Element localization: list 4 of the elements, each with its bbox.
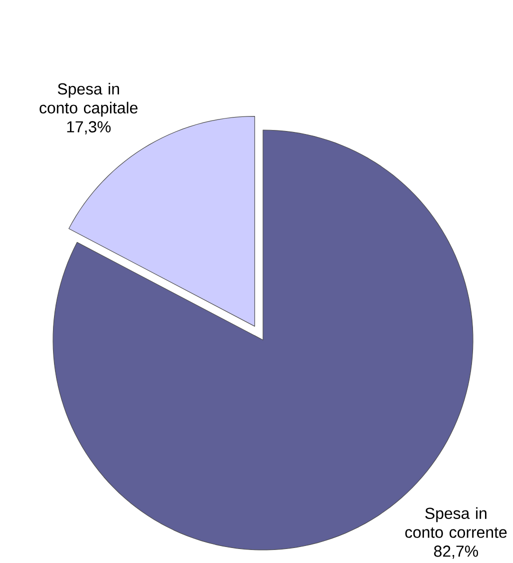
data-label: 82,7% xyxy=(434,546,478,559)
data-label: 17,3% xyxy=(67,121,111,134)
slice-label: Spesa in conto capitale xyxy=(40,82,138,117)
slice-label: Spesa in conto corrente xyxy=(405,507,507,538)
